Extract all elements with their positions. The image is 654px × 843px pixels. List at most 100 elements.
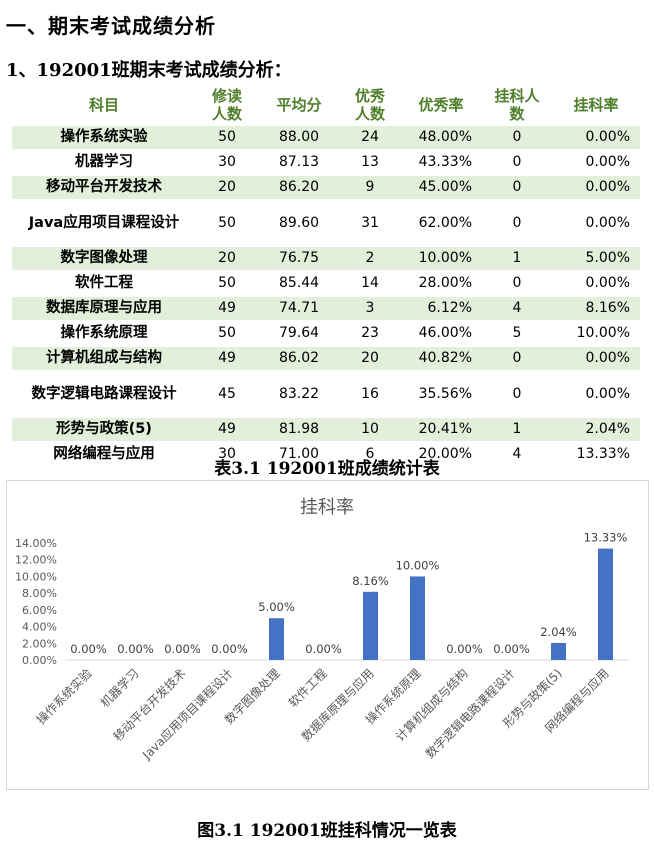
cell-value: 10 [340, 416, 400, 442]
y-tick-label: 4.00% [22, 621, 57, 634]
cell-value: 62.00% [400, 199, 482, 246]
bar [598, 548, 613, 660]
cell-value: 31 [340, 199, 400, 246]
cell-value: 87.13 [258, 149, 340, 175]
cell-value: 0 [482, 126, 552, 150]
cell-subject: 软件工程 [12, 270, 196, 296]
table-row: 数字逻辑电路课程设计 45 83.22 16 35.56% 0 0.00% [12, 370, 640, 417]
subsection-title: 1、192001班期末考试成绩分析： [6, 60, 292, 81]
table-row: 数据库原理与应用 49 74.71 3 6.12% 4 8.16% [12, 295, 640, 321]
data-label: 5.00% [258, 600, 295, 614]
cell-value: 86.20 [258, 174, 340, 200]
table-row: 软件工程 50 85.44 14 28.00% 0 0.00% [12, 270, 640, 296]
cell-value: 0 [482, 149, 552, 175]
table-row: 移动平台开发技术 20 86.20 9 45.00% 0 0.00% [12, 174, 640, 200]
cell-value: 0 [482, 370, 552, 417]
data-label: 8.16% [352, 574, 389, 588]
bar [363, 591, 378, 660]
cell-value: 0 [482, 345, 552, 371]
y-tick-label: 12.00% [15, 554, 57, 567]
header-excellent-rate: 优秀率 [418, 96, 464, 114]
cell-value: 9 [340, 174, 400, 200]
cell-subject: 数字逻辑电路课程设计 [12, 370, 196, 417]
cell-subject: 操作系统实验 [12, 126, 196, 150]
cell-value: 49 [196, 416, 258, 442]
cell-value: 13.33% [552, 441, 640, 466]
cell-value: 5.00% [552, 245, 640, 271]
y-tick-label: 10.00% [15, 570, 57, 583]
cell-subject: 数据库原理与应用 [12, 295, 196, 321]
cell-value: 50 [196, 320, 258, 346]
cell-subject: 计算机组成与结构 [12, 345, 196, 371]
header-excellent-count: 优秀人数 [354, 87, 385, 123]
cell-value: 40.82% [400, 345, 482, 371]
cell-value: 28.00% [400, 270, 482, 296]
cell-value: 0.00% [552, 199, 640, 246]
cell-subject: 网络编程与应用 [12, 441, 196, 466]
cell-value: 1 [482, 245, 552, 271]
cell-value: 0.00% [552, 370, 640, 417]
cell-value: 86.02 [258, 345, 340, 371]
cell-value: 10.00% [400, 245, 482, 271]
x-tick-label: 数字逻辑电路课程设计 [422, 666, 517, 761]
cell-value: 83.22 [258, 370, 340, 417]
cell-value: 3 [340, 295, 400, 321]
x-tick-label: Java应用项目课程设计 [138, 666, 235, 763]
table-header-row: 科目 修读人数 平均分 优秀人数 优秀率 挂科人数 挂科率 [12, 84, 640, 126]
header-subject: 科目 [88, 96, 119, 114]
table-row: 数字图像处理 20 76.75 2 10.00% 1 5.00% [12, 245, 640, 271]
chart-title: 挂科率 [300, 497, 354, 518]
cell-value: 0.00% [552, 345, 640, 371]
fail-rate-chart: 挂科率 0.00% 2.00% 4.00% 6.00% 8.00% 10.00% 12.00%… [6, 480, 649, 790]
header-fail-count: 挂科人数 [494, 87, 540, 123]
cell-value: 0.00% [552, 126, 640, 150]
header-fail-rate: 挂科率 [573, 96, 619, 114]
cell-value: 20.41% [400, 416, 482, 442]
data-label: 0.00% [446, 642, 483, 656]
table-row: 计算机组成与结构 49 86.02 20 40.82% 0 0.00% [12, 345, 640, 371]
cell-value: 10.00% [552, 320, 640, 346]
table-row: 网络编程与应用 30 71.00 6 20.00% 4 13.33% [12, 441, 640, 466]
cell-value: 6 [340, 441, 400, 466]
x-tick-label: 软件工程 [285, 666, 330, 711]
header-enrolled: 修读人数 [211, 87, 242, 123]
cell-value: 43.33% [400, 149, 482, 175]
cell-value: 24 [340, 126, 400, 150]
fail-rate-chart-svg: 挂科率 0.00% 2.00% 4.00% 6.00% 8.00% 10.00% 12.00%… [15, 497, 629, 763]
cell-value: 14 [340, 270, 400, 296]
cell-value: 0 [482, 174, 552, 200]
data-label: 0.00% [164, 642, 201, 656]
cell-value: 50 [196, 270, 258, 296]
cell-subject: 形势与政策(5) [12, 416, 196, 442]
x-tick-label: 操作系统实验 [33, 666, 95, 728]
y-tick-label: 8.00% [22, 587, 57, 600]
table-caption: 表3.1 192001班成绩统计表 [214, 459, 440, 479]
cell-subject: 操作系统原理 [12, 320, 196, 346]
cell-value: 49 [196, 345, 258, 371]
cell-value: 20.00% [400, 441, 482, 466]
cell-subject: 机器学习 [12, 149, 196, 175]
cell-value: 30 [196, 149, 258, 175]
cell-value: 46.00% [400, 320, 482, 346]
cell-subject: 数字图像处理 [12, 245, 196, 271]
cell-value: 48.00% [400, 126, 482, 150]
cell-value: 4 [482, 295, 552, 321]
cell-value: 1 [482, 416, 552, 442]
table-row: 操作系统实验 50 88.00 24 48.00% 0 0.00% [12, 126, 640, 150]
cell-value: 50 [196, 126, 258, 150]
cell-value: 50 [196, 199, 258, 246]
cell-value: 30 [196, 441, 258, 466]
table-row: Java应用项目课程设计 50 89.60 31 62.00% 0 0.00% [12, 199, 640, 246]
cell-value: 16 [340, 370, 400, 417]
cell-value: 13 [340, 149, 400, 175]
cell-subject: Java应用项目课程设计 [12, 199, 196, 246]
y-tick-label: 6.00% [22, 604, 57, 617]
data-label: 0.00% [493, 642, 530, 656]
cell-value: 6.12% [400, 295, 482, 321]
grade-statistics-table: 科目 修读人数 平均分 优秀人数 优秀率 挂科人数 挂科率 操作系统实验 50 88… [12, 84, 640, 466]
cell-value: 81.98 [258, 416, 340, 442]
cell-value: 2 [340, 245, 400, 271]
y-tick-label: 0.00% [22, 654, 57, 667]
cell-value: 85.44 [258, 270, 340, 296]
table-row: 机器学习 30 87.13 13 43.33% 0 0.00% [12, 149, 640, 175]
